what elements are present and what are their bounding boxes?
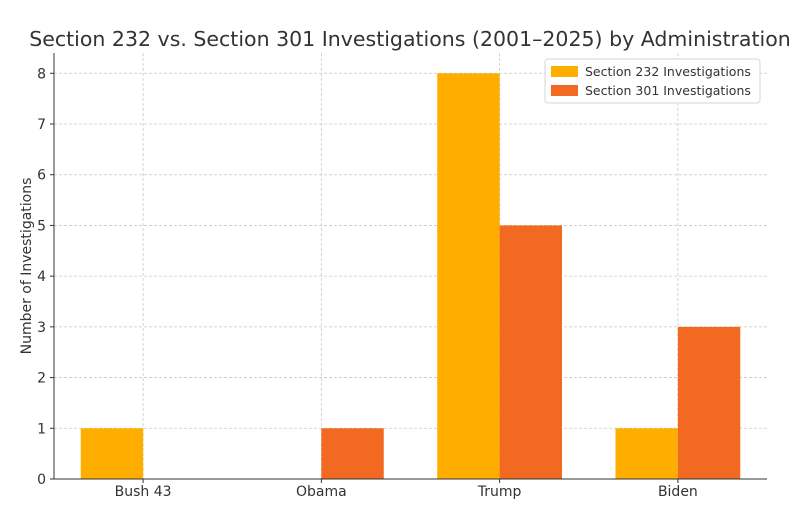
grid [54, 53, 767, 480]
y-tick-label: 2 [37, 371, 46, 387]
legend-label: Section 301 Investigations [585, 83, 751, 98]
y-tick-label: 0 [37, 472, 46, 488]
y-tick-label: 3 [37, 320, 46, 336]
y-tick-label: 1 [37, 421, 46, 437]
bar [615, 428, 678, 479]
x-tick-label: Bush 43 [115, 484, 172, 500]
tick-labels: 0 1 2 3 4 5 6 7 8 Bush 43 Obama Trump Biden [37, 66, 698, 500]
bar [80, 428, 144, 479]
y-tick-label: 5 [37, 218, 46, 234]
bar [499, 225, 563, 479]
chart-title: Section 232 vs. Section 301 Investigatio… [29, 27, 791, 51]
y-tick-label: 6 [37, 168, 46, 184]
y-axis-label: Number of Investigations [19, 178, 35, 355]
y-tick-label: 8 [37, 66, 46, 82]
legend-label: Section 232 Investigations [585, 64, 751, 79]
x-tick-label: Biden [658, 484, 698, 500]
bar [677, 326, 741, 479]
axes [50, 53, 767, 483]
y-tick-label: 7 [37, 117, 46, 133]
x-tick-label: Obama [296, 484, 347, 500]
y-tick-label: 4 [37, 269, 46, 285]
x-tick-label: Trump [477, 484, 522, 500]
legend-swatch [551, 85, 578, 96]
bar [437, 73, 500, 480]
legend: Section 232 Investigations Section 301 In… [544, 58, 761, 104]
legend-box [544, 58, 761, 104]
bar [321, 428, 384, 479]
legend-swatch [551, 66, 578, 77]
bars [80, 73, 741, 480]
